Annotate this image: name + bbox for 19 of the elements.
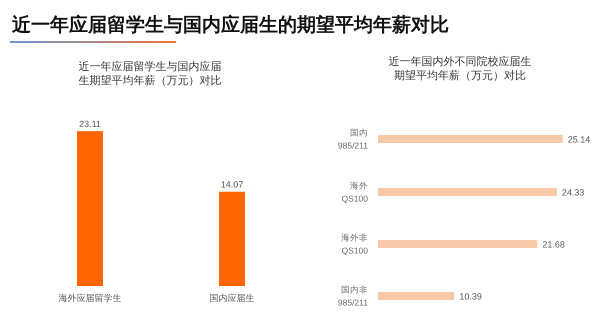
y-tick-label: 海外非 QS100 xyxy=(341,232,368,256)
chart-title: 近一年国内外不同院校应届生期望平均年薪（万元）对比 xyxy=(388,55,532,82)
data-label: 21.68 xyxy=(542,240,565,250)
data-label: 25.14 xyxy=(568,134,590,144)
y-tick-label: 国内 985/211 xyxy=(338,128,368,150)
chart-title: 近一年应届留学生与国内应届生期望平均年薪（万元）对比 xyxy=(78,60,222,87)
y-tick-label: 国内非 985/211 xyxy=(338,284,368,308)
x-tick-label: 海外应届留学生 xyxy=(58,293,122,303)
bar xyxy=(378,292,454,300)
data-label: 24.33 xyxy=(562,188,584,198)
x-tick-label: 国内应届生 xyxy=(210,293,254,303)
data-label: 10.39 xyxy=(459,292,482,302)
bar xyxy=(378,135,563,143)
bar xyxy=(378,240,538,248)
text: 近一年应届留学生与国内应届生的期望平均年薪对比 xyxy=(11,14,449,36)
bar xyxy=(378,188,557,196)
data-label: 14.07 xyxy=(220,180,244,190)
data-label: 23.11 xyxy=(79,119,101,130)
y-tick-label: 海外 QS100 xyxy=(342,180,368,204)
